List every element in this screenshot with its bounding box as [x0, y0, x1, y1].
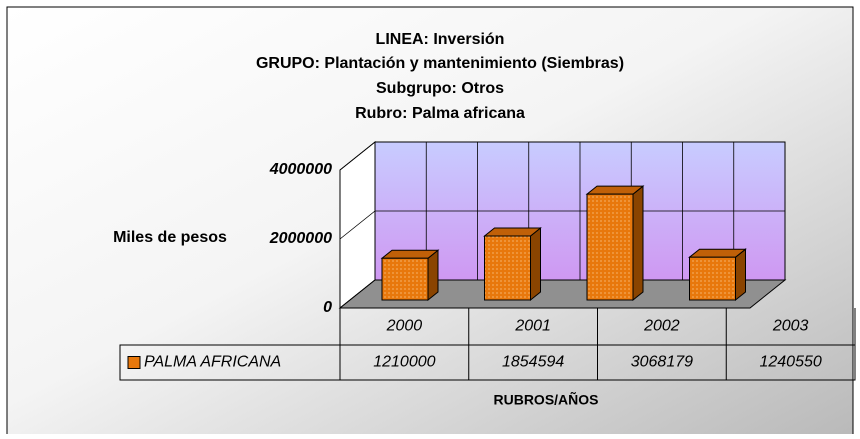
bar: [484, 235, 531, 301]
table-value: 1854594: [502, 354, 564, 371]
y-tick-label: 4000000: [269, 161, 332, 178]
title-line: Rubro: Palma africana: [355, 105, 525, 122]
bar-side: [530, 226, 541, 302]
legend-label: PALMA AFRICANA: [144, 354, 281, 371]
x-tick-label: 2003: [772, 318, 809, 335]
x-tick-label: 2001: [514, 318, 551, 335]
table-value: 3068179: [631, 354, 693, 371]
x-tick-label: 2002: [643, 318, 680, 335]
table-value: 1240550: [759, 354, 821, 371]
bar-top: [585, 185, 645, 195]
bar: [586, 193, 634, 301]
bar: [381, 257, 429, 301]
y-tick-label: 0: [323, 299, 332, 316]
bar-top: [483, 227, 542, 237]
grid-line: [339, 279, 785, 309]
bar-top: [688, 248, 747, 258]
title-line: LINEA: Inversión: [376, 31, 505, 48]
title-line: Subgrupo: Otros: [376, 80, 504, 97]
table-value: 1210000: [373, 354, 435, 371]
legend-key: [127, 356, 141, 369]
y-axis-label: Miles de pesos: [113, 229, 227, 246]
bar: [689, 256, 736, 301]
x-tick-label: 2000: [386, 318, 423, 335]
y-tick-label: 2000000: [269, 230, 332, 247]
grid-line: [339, 141, 785, 171]
title-line: GRUPO: Plantación y mantenimiento (Siemb…: [256, 55, 624, 72]
bar-side: [735, 248, 746, 302]
x-axis-label: RUBROS/AÑOS: [493, 391, 598, 408]
grid-line: [339, 210, 785, 240]
bar-top: [380, 249, 440, 259]
bar-side: [427, 249, 439, 302]
bar-side: [632, 185, 644, 302]
